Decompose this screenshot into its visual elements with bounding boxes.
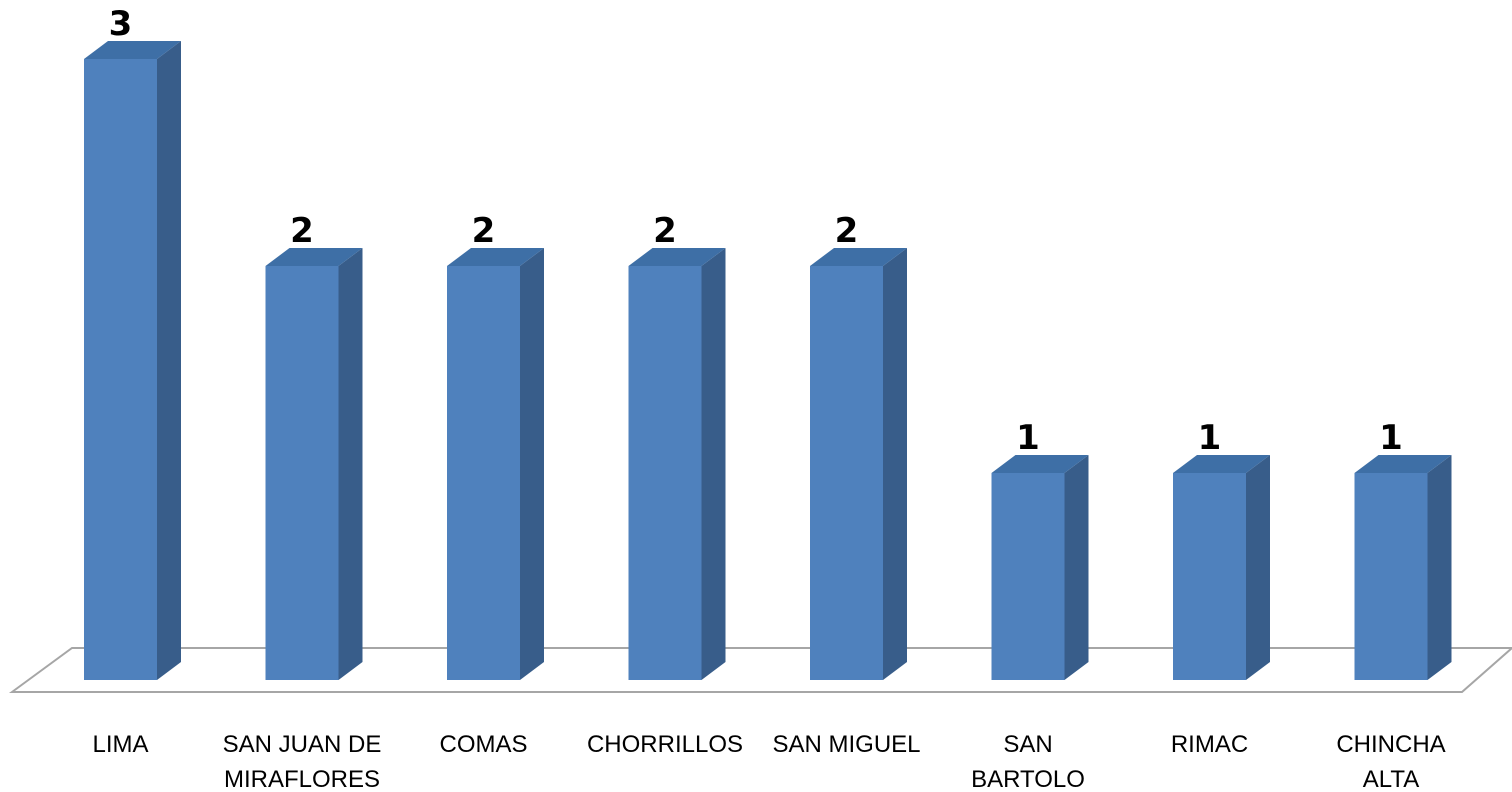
x-tick-label-line: RIMAC: [1171, 731, 1248, 758]
data-label: 1: [1016, 418, 1040, 458]
bars: [84, 41, 1452, 680]
x-tick-label: RIMAC: [1171, 731, 1248, 758]
x-tick-label-line: ALTA: [1363, 766, 1419, 792]
bar: [447, 248, 544, 680]
bar: [991, 455, 1089, 680]
data-label: 2: [835, 211, 859, 251]
bar-top-face: [628, 248, 726, 266]
bar-front-face: [1354, 473, 1428, 680]
x-axis-tick-labels: LIMA SAN JUAN DE MIRAFLORES COMAS CHORRILLOS…: [92, 731, 1445, 792]
data-label: 2: [472, 211, 496, 251]
x-tick-label-line: CHINCHA: [1336, 731, 1445, 758]
x-tick-label: LIMA: [92, 731, 148, 758]
x-tick-label: CHINCHA ALTA: [1336, 731, 1445, 792]
bar-top-face: [1173, 455, 1270, 473]
bar: [1173, 455, 1270, 680]
bar-top-face: [991, 455, 1089, 473]
bar-front-face: [265, 266, 339, 680]
x-tick-label: SAN JUAN DE MIRAFLORES: [223, 731, 382, 792]
data-label: 2: [653, 211, 677, 251]
x-tick-label-line: LIMA: [92, 731, 148, 758]
bar-side-face: [883, 248, 907, 680]
bar-top-face: [265, 248, 363, 266]
x-tick-label-line: MIRAFLORES: [224, 766, 380, 792]
bar-side-face: [701, 248, 726, 680]
data-label: 1: [1379, 418, 1403, 458]
bar-top-face: [84, 41, 181, 59]
bar: [810, 248, 907, 680]
x-tick-label-line: SAN: [1003, 731, 1052, 758]
bar-side-face: [520, 248, 544, 680]
bar: [84, 41, 181, 680]
bar-front-face: [84, 59, 157, 680]
x-tick-label: SAN MIGUEL: [772, 731, 920, 758]
bar-front-face: [1173, 473, 1246, 680]
bar-side-face: [1246, 455, 1270, 680]
data-labels: 3 2 2 2 2 1 1 1: [109, 4, 1403, 458]
bar-side-face: [1064, 455, 1089, 680]
x-tick-label: COMAS: [439, 731, 527, 758]
bar-top-face: [447, 248, 544, 266]
x-tick-label-line: SAN JUAN DE: [223, 731, 382, 758]
bar-front-face: [991, 473, 1065, 680]
x-tick-label: CHORRILLOS: [587, 731, 743, 758]
chart-floor: [8, 647, 1512, 693]
bar-top-face: [810, 248, 907, 266]
bar: [628, 248, 726, 680]
bar-side-face: [338, 248, 363, 680]
bar-front-face: [447, 266, 520, 680]
bar: [1354, 455, 1452, 680]
x-tick-label: SAN BARTOLO: [971, 731, 1085, 792]
x-tick-label-line: BARTOLO: [971, 766, 1085, 792]
data-label: 1: [1198, 418, 1222, 458]
data-label: 2: [290, 211, 314, 251]
bar-front-face: [628, 266, 702, 680]
bar-front-face: [810, 266, 883, 680]
bar-top-face: [1354, 455, 1452, 473]
x-tick-label-line: COMAS: [439, 731, 527, 758]
x-tick-label-line: CHORRILLOS: [587, 731, 743, 758]
data-label: 3: [109, 4, 133, 44]
bar: [265, 248, 363, 680]
x-tick-label-line: SAN MIGUEL: [772, 731, 920, 758]
bar-side-face: [157, 41, 181, 680]
bar-side-face: [1427, 455, 1452, 680]
